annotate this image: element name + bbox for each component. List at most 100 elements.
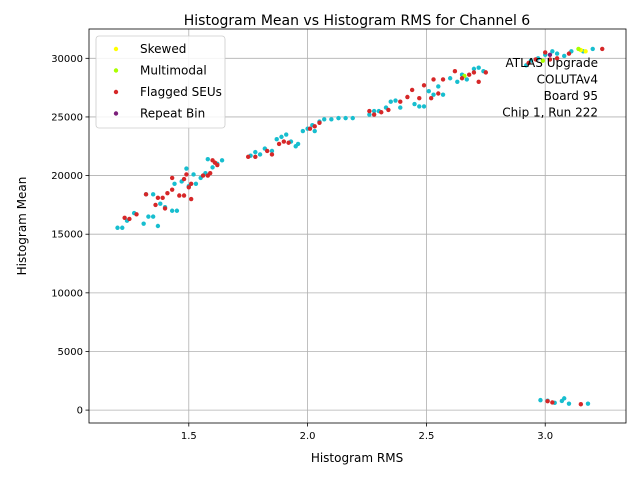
data-point: [388, 99, 393, 104]
data-point: [193, 181, 199, 186]
data-point: [174, 208, 180, 213]
data-point: [269, 152, 275, 157]
data-point: [447, 76, 453, 81]
data-point: [186, 185, 191, 190]
data-point: [115, 225, 120, 230]
data-point: [566, 401, 572, 406]
x-tick-label: 1.5: [181, 431, 197, 442]
data-point: [150, 214, 156, 219]
y-tick-label: 10000: [51, 288, 83, 299]
legend-marker: [113, 68, 119, 73]
data-point: [162, 206, 168, 211]
data-point: [191, 172, 196, 177]
data-point: [547, 57, 553, 62]
legend-label: Repeat Bin: [140, 107, 205, 121]
data-point: [576, 46, 581, 52]
axis-ticks: 1.5 2.0 2.5 3.0 0 5000 10000 15000 20000 25000 300…: [51, 54, 553, 442]
data-point: [141, 221, 146, 226]
data-point: [300, 128, 306, 134]
data-point: [431, 77, 436, 82]
data-point: [547, 52, 553, 57]
data-point: [134, 212, 139, 217]
data-point: [169, 187, 175, 192]
data-point: [543, 50, 548, 55]
data-point: [550, 49, 555, 54]
data-point: [312, 124, 317, 129]
data-point: [371, 108, 377, 114]
data-point: [188, 196, 194, 202]
data-point: [181, 176, 187, 182]
data-point: [215, 162, 220, 168]
x-axis-label: Histogram RMS: [311, 451, 403, 465]
legend-label: Skewed: [140, 42, 186, 56]
data-point: [379, 110, 384, 115]
data-point: [545, 398, 550, 404]
data-point: [188, 181, 194, 186]
data-point: [165, 190, 170, 196]
data-point: [386, 107, 391, 113]
data-point: [284, 132, 289, 137]
data-point: [421, 104, 427, 109]
data-point: [483, 70, 489, 75]
data-point: [464, 77, 470, 82]
legend-marker: [113, 89, 119, 95]
y-tick-label: 15000: [51, 230, 83, 241]
data-point: [120, 225, 125, 230]
data-point: [476, 79, 481, 84]
data-point: [307, 126, 313, 131]
data-point: [281, 139, 287, 144]
data-point: [153, 202, 158, 208]
legend-marker: [113, 46, 119, 52]
data-point: [122, 215, 127, 220]
data-point: [554, 56, 560, 61]
data-point: [431, 92, 436, 97]
legend-box: [95, 35, 226, 129]
data-point: [600, 46, 605, 52]
data-point: [143, 192, 149, 197]
legend: Skewed Multimodal Flagged SEUs Repeat Bin: [95, 35, 226, 129]
data-point: [181, 193, 187, 198]
data-point: [471, 66, 477, 72]
data-point: [322, 117, 327, 122]
data-point: [274, 137, 279, 142]
data-point: [184, 172, 189, 177]
data-point: [440, 77, 446, 82]
data-point: [158, 201, 163, 206]
data-point: [257, 152, 263, 157]
data-point: [367, 112, 372, 117]
data-point: [172, 181, 177, 186]
y-tick-label: 20000: [51, 171, 83, 182]
data-point: [276, 141, 282, 147]
data-point: [177, 193, 182, 198]
data-point: [578, 402, 584, 407]
data-point: [329, 117, 334, 122]
data-point: [585, 401, 591, 406]
annotation-line: COLUTAv4: [537, 73, 598, 87]
data-point: [455, 79, 460, 84]
data-point: [393, 98, 398, 103]
data-point: [295, 141, 301, 147]
data-point: [436, 91, 441, 96]
data-point: [350, 115, 355, 121]
y-tick-label: 0: [77, 406, 83, 417]
data-point: [317, 120, 322, 126]
data-point: [554, 51, 560, 56]
data-point: [279, 134, 284, 140]
data-point: [398, 105, 403, 110]
legend-label: Multimodal: [140, 64, 207, 78]
data-point: [150, 192, 156, 197]
data-point: [428, 95, 434, 101]
data-point: [538, 397, 543, 403]
data-point: [169, 208, 175, 213]
data-point: [210, 165, 215, 170]
annotation-line: Board 95: [544, 89, 598, 103]
annotation-line: Chip 1, Run 222: [502, 106, 598, 120]
data-point: [265, 148, 270, 154]
data-point: [312, 128, 317, 134]
data-point: [550, 400, 555, 405]
data-point: [286, 140, 291, 145]
data-point: [466, 72, 472, 77]
y-axis-label: Histogram Mean: [15, 177, 29, 276]
data-point: [526, 60, 531, 66]
data-point: [155, 223, 161, 229]
